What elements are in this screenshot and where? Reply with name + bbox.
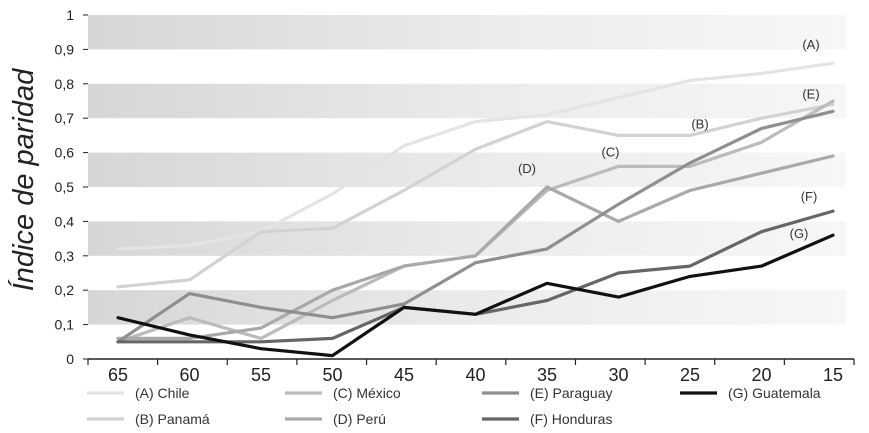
legend-label: (D) Perú <box>333 411 386 427</box>
y-tick-label: 0,4 <box>55 213 75 229</box>
legend-label: (A) Chile <box>135 385 190 401</box>
x-tick-label: 55 <box>251 365 271 385</box>
background-band <box>88 290 846 325</box>
y-tick-label: 0,1 <box>55 317 75 333</box>
series-tag: (F) <box>801 189 818 204</box>
x-tick-label: 15 <box>823 365 843 385</box>
y-tick-label: 1 <box>66 7 74 23</box>
y-axis-ticks: 0 0,1 0,2 0,3 0,4 0,5 0,6 0,7 0,8 0,9 1 <box>55 7 88 367</box>
x-tick-label: 45 <box>394 365 414 385</box>
y-tick-label: 0,2 <box>55 282 75 298</box>
series-tag: (B) <box>691 116 708 131</box>
x-tick-label: 60 <box>179 365 199 385</box>
series-tags: (A) (B) (C) (D) (E) (F) (G) <box>518 37 820 241</box>
y-tick-label: 0,3 <box>55 248 75 264</box>
y-tick-label: 0 <box>66 351 74 367</box>
background-band <box>88 83 846 119</box>
background-band <box>88 15 846 50</box>
series-tag: (C) <box>601 144 619 159</box>
series-tag: (E) <box>802 86 819 101</box>
legend-label: (E) Paraguay <box>530 385 612 401</box>
x-tick-label: 40 <box>465 365 485 385</box>
series-tag: (D) <box>518 161 536 176</box>
background-bands <box>88 15 846 325</box>
x-axis <box>87 358 855 365</box>
x-tick-label: 35 <box>537 365 557 385</box>
series-lines <box>116 61 835 358</box>
y-tick-label: 0,5 <box>55 179 75 195</box>
x-axis-ticks: 65 60 55 50 45 40 35 30 25 20 15 <box>108 365 843 385</box>
series-line <box>116 233 835 358</box>
series-line <box>116 61 835 251</box>
series-tag: (A) <box>802 37 819 52</box>
legend-label: (G) Guatemala <box>728 385 821 401</box>
legend-label: (F) Honduras <box>530 411 612 427</box>
y-tick-label: 0,9 <box>55 41 75 57</box>
series-line <box>116 109 835 344</box>
x-tick-label: 20 <box>751 365 771 385</box>
x-tick-label: 30 <box>608 365 628 385</box>
series-tag: (G) <box>790 226 809 241</box>
x-tick-label: 65 <box>108 365 128 385</box>
background-band <box>88 152 846 187</box>
legend-label: (B) Panamá <box>135 411 210 427</box>
y-tick-label: 0,7 <box>55 110 75 126</box>
x-tick-label: 25 <box>680 365 700 385</box>
series-line <box>116 102 835 289</box>
series-line <box>116 154 835 340</box>
background-band <box>88 221 846 256</box>
legend: (A) Chile (B) Panamá (C) México (D) Perú (E)… <box>87 385 821 427</box>
y-tick-label: 0,6 <box>55 145 75 161</box>
legend-label: (C) México <box>333 385 401 401</box>
y-axis-title: Índice de paridad <box>7 68 40 291</box>
x-tick-label: 50 <box>322 365 342 385</box>
y-tick-label: 0,8 <box>55 76 75 92</box>
